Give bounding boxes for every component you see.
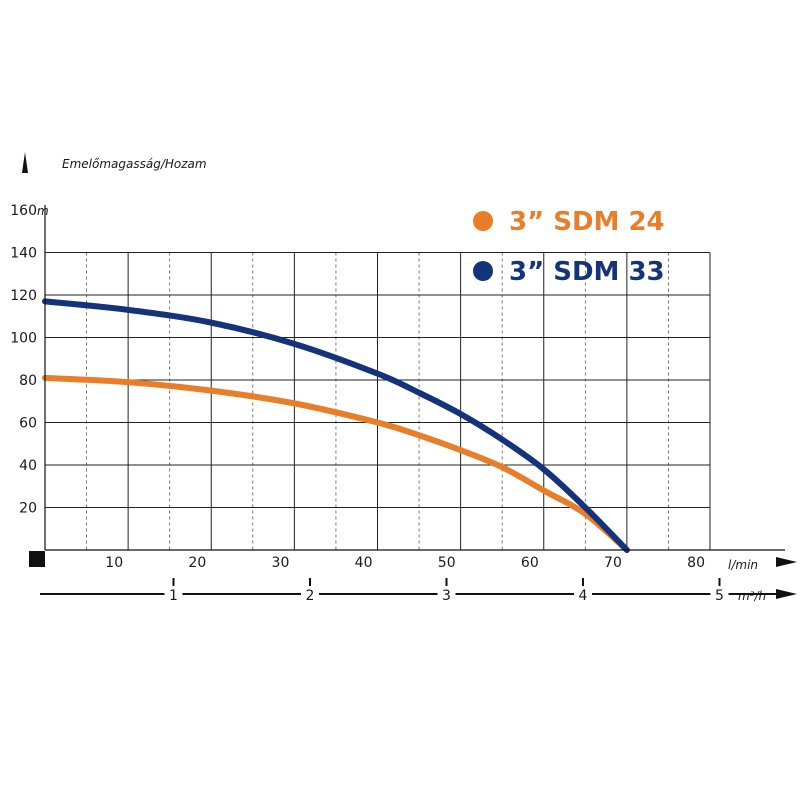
axes: Emelőmagasság/Hozam m l/min m³/h 20 40 60 8… <box>10 152 797 604</box>
y-tick-label: 60 <box>19 416 37 432</box>
x-tick-label: 70 <box>604 555 622 571</box>
y-tick-label: 160 <box>10 203 37 219</box>
series-line-2 <box>42 298 630 553</box>
y-tick-label: 80 <box>19 373 37 389</box>
x-tick-label: 60 <box>521 555 539 571</box>
y-tick-label: 140 <box>10 246 37 262</box>
legend-label-1: 3” SDM 24 <box>509 207 665 237</box>
x2-tick-label: 5 <box>715 588 724 604</box>
x-tick-label: 10 <box>105 555 123 571</box>
y-axis-unit: m <box>37 204 49 218</box>
x2-tick-label: 3 <box>442 588 451 604</box>
y-axis-arrow <box>22 152 28 173</box>
x2-axis-arrow <box>776 589 797 599</box>
x2-axis-unit: m³/h <box>738 589 766 603</box>
chart-title: Emelőmagasság/Hozam <box>62 157 207 171</box>
legend-marker-2 <box>473 261 493 281</box>
y-tick-label: 40 <box>19 458 37 474</box>
legend-label-2: 3” SDM 33 <box>509 257 665 287</box>
x-tick-label: 20 <box>188 555 206 571</box>
x-tick-label: 50 <box>438 555 456 571</box>
legend: 3” SDM 24 3” SDM 33 <box>473 207 665 287</box>
x-tick-label: 30 <box>272 555 290 571</box>
x2-tick-label: 1 <box>169 588 178 604</box>
grid <box>45 252 711 550</box>
y-tick-label: 100 <box>10 331 37 347</box>
x2-tick-label: 4 <box>579 588 588 604</box>
x-axis-unit: l/min <box>728 558 758 572</box>
series-line-1 <box>42 374 630 553</box>
x-tick-label: 40 <box>355 555 373 571</box>
x2-tick-label: 2 <box>306 588 315 604</box>
origin-marker <box>29 551 45 567</box>
x-tick-label: 80 <box>687 555 705 571</box>
y-tick-label: 20 <box>19 501 37 517</box>
x-axis-arrow <box>776 557 797 567</box>
series-lines <box>42 298 630 553</box>
legend-marker-1 <box>473 211 493 231</box>
y-tick-label: 120 <box>10 288 37 304</box>
